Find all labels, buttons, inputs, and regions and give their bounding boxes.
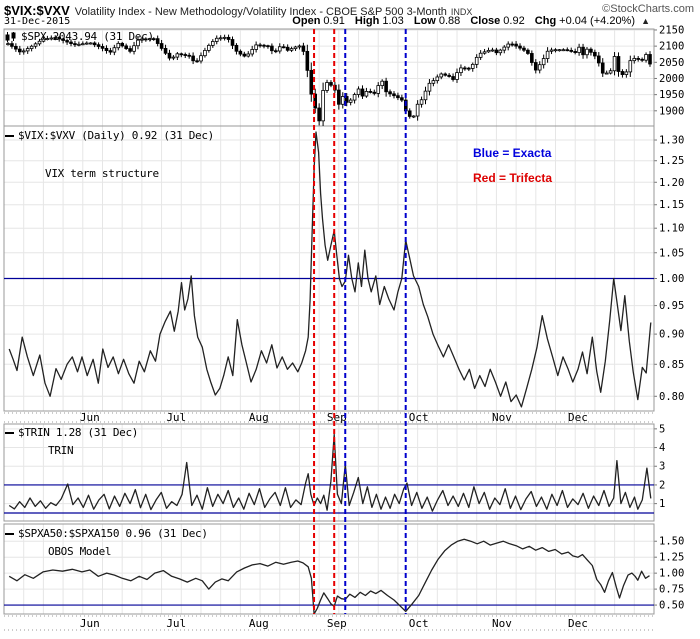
month-label-nov: Nov [492,411,512,424]
obos-axis-tick: 1.00 [659,568,684,580]
quote-strip: Open 0.91 High 1.03 Low 0.88 Close 0.92 Chg +… [292,15,650,27]
line-legend-icon [5,431,14,434]
main-axis-tick: 1.10 [659,223,684,235]
spx-axis-tick: 2000 [659,73,684,85]
main-axis-tick: 0.80 [659,391,684,403]
month-label-jun: Jun [80,617,100,630]
month-label-aug: Aug [249,617,269,630]
month-label-oct: Oct [409,411,429,424]
close-label: Close [470,15,501,27]
obos-axis-tick: 1.50 [659,536,684,548]
trin-annotation: TRIN [48,444,74,457]
spx-axis-tick: 2150 [659,24,684,36]
$SPX-series [6,34,652,126]
month-label-oct: Oct [409,617,429,630]
spx-axis-tick: 2050 [659,57,684,69]
high-label: High [354,15,380,27]
trin-axis-tick: 4 [659,442,665,454]
symbol-title: $VIX:$VXV [4,3,70,18]
copyright-label: ©StockCharts.com [602,3,694,15]
main-axis-tick: 1.00 [659,273,684,285]
low-label: Low [413,15,436,27]
vix-term-structure-annotation: VIX term structure [45,167,159,180]
obos-panel-label: $SPXA50:$SPXA150 0.96 (31 Dec) [5,527,208,540]
spx-axis-tick: 1950 [659,89,684,101]
main-axis-tick: 1.05 [659,247,684,259]
chg-value: +0.04 (+4.20%) [559,15,636,27]
main-axis-tick: 1.15 [659,199,684,211]
open-value: 0.91 [323,15,345,27]
chg-label: Chg [534,15,557,27]
obos-axis-tick: 0.75 [659,584,684,596]
month-label-sep: Sep [327,617,347,630]
trin-axis-tick: 3 [659,461,665,473]
month-label-dec: Dec [568,411,588,424]
chart-date: 31-Dec-2015 [4,16,71,27]
open-label: Open [292,15,321,27]
$VIX:$VXV-series [8,131,652,408]
spx-axis-tick: 1900 [659,105,684,117]
trin-axis-tick: 5 [659,423,665,435]
candle-chart-icon [5,31,16,42]
month-label-aug: Aug [249,411,269,424]
trin-axis-tick: 1 [659,498,665,510]
obos-axis-tick: 1.25 [659,552,684,564]
month-label-jul: Jul [166,617,186,630]
main-panel-label: $VIX:$VXV (Daily) 0.92 (31 Dec) [5,129,214,142]
line-legend-icon [5,134,14,137]
month-label-jun: Jun [80,411,100,424]
month-label-sep: Sep [327,411,347,424]
header-title: $VIX:$VXV Volatility Index - New Methodol… [4,2,472,20]
main-axis-tick: 0.85 [659,359,684,371]
trin-axis-tick: 2 [659,479,665,491]
month-label-dec: Dec [568,617,588,630]
main-axis-tick: 1.25 [659,155,684,167]
line-legend-icon [5,532,14,535]
chg-up-icon: ▲ [641,16,650,26]
main-label-text: $VIX:$VXV (Daily) 0.92 (31 Dec) [18,129,214,142]
exchange-label: INDX [450,7,473,17]
spx-label-text: $SPX 2043.94 (31 Dec) [21,30,154,43]
spx-axis-tick: 2100 [659,41,684,53]
symbol-description: Volatility Index - New Methodology/Volat… [74,6,447,18]
trin-label-text: $TRIN 1.28 (31 Dec) [18,426,139,439]
obos-label-text: $SPXA50:$SPXA150 0.96 (31 Dec) [18,527,208,540]
$TRIN-series [8,433,652,512]
spx-panel-label: $SPX 2043.94 (31 Dec) [5,30,154,43]
red-trifecta-annotation: Red = Trifecta [473,171,553,185]
trin-panel-label: $TRIN 1.28 (31 Dec) [5,426,138,439]
main-axis-tick: 0.90 [659,329,684,341]
month-label-jul: Jul [166,411,186,424]
month-label-nov: Nov [492,617,512,630]
$SPXA50:$SPXA150-series [8,538,650,614]
main-axis-tick: 1.20 [659,177,684,189]
blue-exacta-annotation: Blue = Exacta [473,146,552,160]
low-value: 0.88 [438,15,461,27]
main-axis-tick: 0.95 [659,300,684,312]
obos-axis-tick: 0.50 [659,600,684,612]
obos-annotation: OBOS Model [48,545,112,558]
high-value: 1.03 [382,15,404,27]
close-value: 0.92 [503,15,525,27]
main-axis-tick: 1.30 [659,135,684,147]
